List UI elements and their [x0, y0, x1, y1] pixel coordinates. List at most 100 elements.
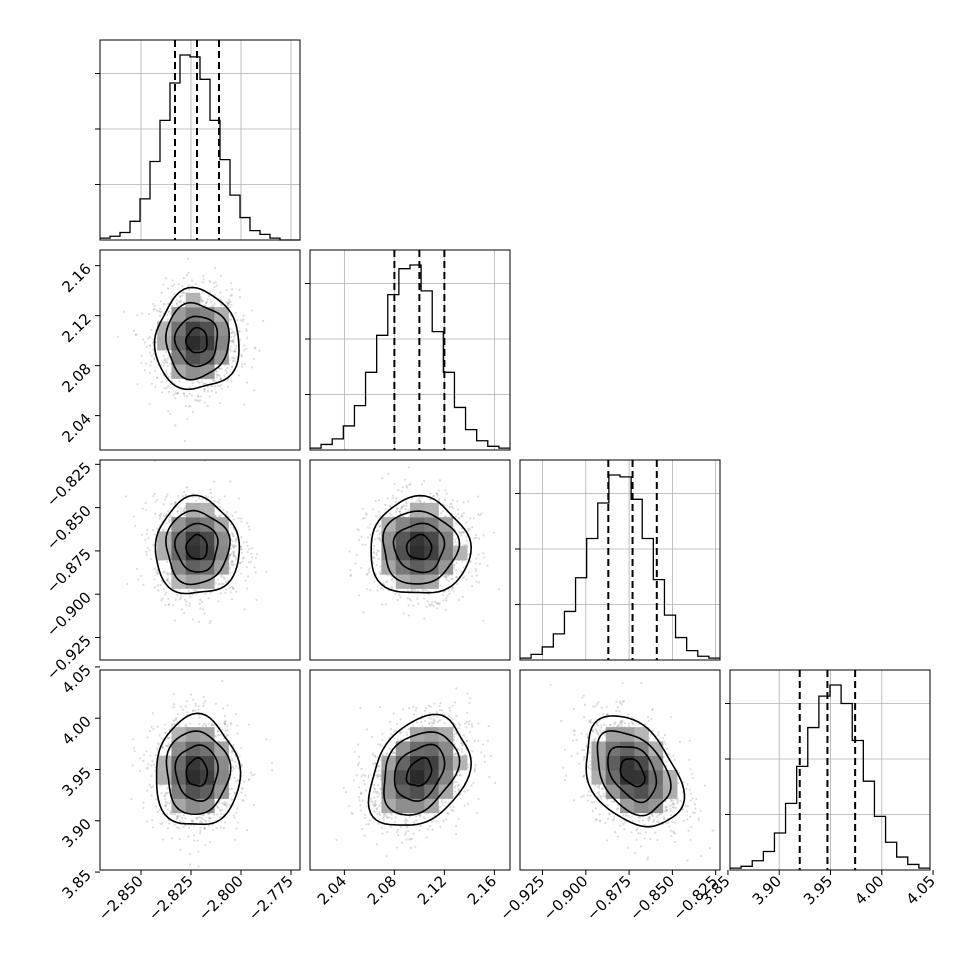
scatter-point	[175, 716, 178, 720]
scatter-point	[134, 524, 137, 527]
scatter-point	[360, 566, 363, 570]
scatter-point	[395, 496, 398, 500]
density-cell	[424, 560, 439, 575]
scatter-point	[230, 365, 234, 369]
scatter-point	[245, 566, 249, 569]
scatter-point	[405, 504, 408, 508]
scatter-point	[187, 589, 190, 593]
scatter-point	[231, 339, 234, 342]
scatter-point	[219, 291, 222, 294]
scatter-point	[232, 545, 235, 548]
scatter-point	[160, 391, 164, 394]
scatter-point	[166, 364, 169, 368]
scatter-point	[182, 509, 185, 512]
scatter-point	[230, 532, 234, 535]
scatter-point	[171, 722, 175, 726]
scatter-point	[153, 567, 156, 571]
scatter-point	[165, 560, 169, 564]
scatter-point	[230, 561, 233, 564]
scatter-point	[218, 515, 221, 518]
contour-2-1-3	[370, 494, 473, 594]
scatter-point	[159, 310, 162, 313]
scatter-point	[162, 303, 165, 306]
scatter-point	[218, 501, 221, 504]
scatter-point	[165, 512, 168, 516]
density-cell	[395, 560, 411, 575]
scatter-point	[455, 576, 459, 579]
scatter-point	[223, 720, 226, 723]
scatter-point	[236, 319, 239, 322]
scatter-point	[180, 608, 184, 611]
scatter-point	[218, 734, 221, 737]
scatter-point	[258, 349, 261, 352]
scatter-point	[245, 328, 248, 331]
scatter-point	[156, 309, 159, 312]
scatter-point	[188, 386, 191, 389]
scatter-point	[151, 528, 154, 532]
scatter-point	[145, 767, 148, 770]
scatter-point	[203, 390, 206, 393]
scatter-point	[214, 514, 217, 517]
scatter-point	[232, 338, 235, 341]
scatter-point	[232, 550, 235, 554]
scatter-point	[463, 543, 466, 547]
scatter-point	[387, 472, 390, 475]
scatter-point	[458, 517, 461, 520]
density-cell	[171, 350, 187, 365]
scatter-point	[231, 769, 234, 772]
scatter-point	[174, 501, 177, 504]
scatter-point	[164, 357, 167, 360]
diag-panel-1	[305, 249, 511, 451]
scatter-point	[375, 530, 378, 533]
scatter-point	[221, 728, 224, 732]
scatter-point	[244, 794, 247, 797]
scatter-point	[219, 809, 222, 812]
scatter-point	[408, 515, 411, 518]
scatter-point	[169, 363, 172, 366]
scatter-point	[234, 544, 237, 548]
scatter-point	[213, 499, 216, 502]
scatter-point	[445, 599, 448, 602]
scatter-point	[233, 563, 236, 566]
scatter-point	[391, 497, 394, 500]
scatter-point	[227, 302, 230, 305]
scatter-point	[425, 605, 428, 609]
scatter-point	[214, 515, 217, 518]
panel-frame-2-0	[99, 459, 301, 661]
scatter-point	[243, 556, 246, 559]
scatter-point	[231, 540, 234, 543]
histogram-1	[310, 264, 510, 449]
scatter-point	[156, 572, 159, 575]
scatter-point	[375, 515, 378, 518]
scatter-point	[367, 536, 370, 539]
scatter-point	[165, 792, 169, 795]
scatter-point	[360, 535, 363, 538]
scatter-point	[253, 773, 256, 776]
scatter-point	[199, 598, 202, 602]
scatter-point	[169, 312, 172, 315]
scatter-point	[184, 494, 187, 497]
scatter-point	[226, 380, 229, 383]
scatter-point	[475, 580, 478, 583]
scatter-point	[439, 584, 442, 587]
scatter-point	[165, 578, 168, 581]
scatter-point	[155, 376, 159, 379]
scatter-point	[161, 597, 164, 600]
scatter-point	[218, 375, 221, 378]
scatter-point	[151, 712, 154, 715]
scatter-point	[188, 392, 191, 395]
scatter-point	[376, 549, 379, 552]
scatter-point	[229, 480, 232, 483]
scatter-point	[240, 353, 243, 356]
scatter-point	[168, 520, 171, 523]
scatter-point	[228, 300, 231, 303]
scatter-point	[232, 743, 235, 746]
scatter-point	[461, 531, 465, 534]
scatter-point	[404, 507, 407, 511]
scatter-point	[212, 305, 215, 308]
scatter-point	[469, 560, 472, 563]
scatter-point	[171, 279, 174, 282]
scatter-point	[423, 617, 426, 620]
scatter-point	[436, 601, 439, 605]
scatter-point	[170, 297, 173, 300]
